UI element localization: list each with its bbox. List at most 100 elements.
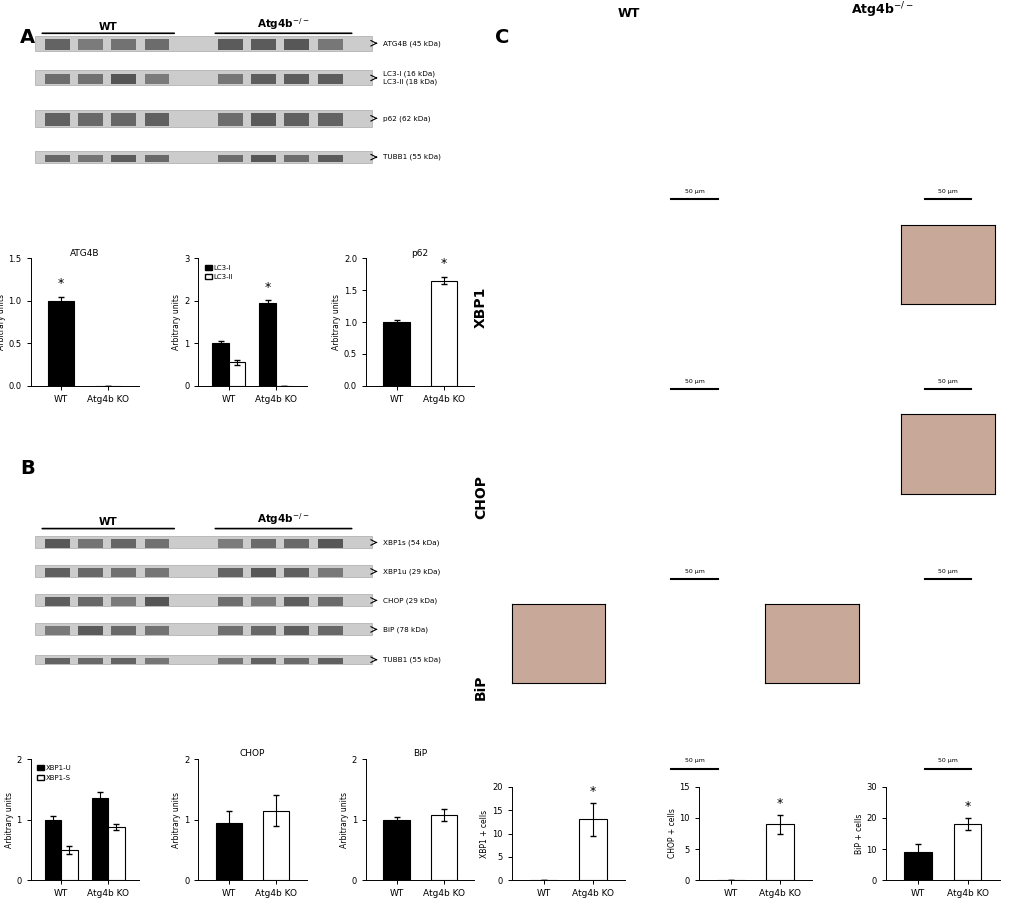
- Bar: [145, 597, 169, 605]
- Bar: [251, 569, 276, 577]
- Bar: [430, 281, 457, 386]
- Bar: [35, 36, 372, 50]
- Bar: [35, 624, 372, 635]
- Bar: [45, 114, 69, 126]
- Bar: [383, 322, 410, 386]
- Bar: [251, 539, 276, 547]
- Bar: [35, 151, 372, 163]
- Bar: [35, 110, 372, 127]
- Text: BiP: BiP: [474, 674, 488, 700]
- Text: C: C: [494, 28, 508, 47]
- Text: Atg4b$^{-/-}$: Atg4b$^{-/-}$: [257, 16, 310, 31]
- Y-axis label: Arbitrary units: Arbitrary units: [332, 294, 340, 350]
- Bar: [78, 155, 103, 162]
- Bar: [111, 539, 137, 547]
- Bar: [251, 73, 276, 84]
- Bar: [108, 827, 124, 880]
- Bar: [78, 114, 103, 126]
- Bar: [145, 626, 169, 635]
- Bar: [218, 597, 243, 605]
- Bar: [45, 569, 69, 577]
- Text: B: B: [20, 458, 35, 478]
- Title: BiP: BiP: [413, 749, 427, 758]
- Text: ATG4B (45 kDa): ATG4B (45 kDa): [383, 40, 440, 47]
- Bar: [251, 657, 276, 664]
- Bar: [383, 820, 410, 880]
- Y-axis label: Arbitrary units: Arbitrary units: [172, 294, 181, 350]
- Text: *: *: [963, 801, 970, 813]
- Bar: [317, 657, 342, 664]
- Legend: LC3-I, LC3-II: LC3-I, LC3-II: [202, 261, 235, 282]
- Text: 50 μm: 50 μm: [684, 189, 704, 194]
- Y-axis label: Arbitrary units: Arbitrary units: [0, 294, 6, 350]
- Bar: [317, 626, 342, 635]
- Bar: [765, 824, 793, 880]
- Bar: [45, 539, 69, 547]
- Bar: [284, 114, 309, 126]
- Bar: [317, 597, 342, 605]
- Text: LC3-I (16 kDa)
LC3-II (18 kDa): LC3-I (16 kDa) LC3-II (18 kDa): [383, 71, 437, 85]
- Bar: [218, 539, 243, 547]
- Bar: [212, 343, 228, 386]
- Text: *: *: [440, 258, 446, 271]
- Bar: [45, 73, 69, 84]
- Bar: [317, 114, 342, 126]
- Bar: [111, 155, 137, 162]
- Bar: [78, 626, 103, 635]
- Text: TUBB1 (55 kDa): TUBB1 (55 kDa): [383, 657, 441, 663]
- Bar: [284, 657, 309, 664]
- Bar: [35, 655, 372, 664]
- Y-axis label: BiP + cells: BiP + cells: [854, 813, 863, 854]
- Text: 50 μm: 50 μm: [937, 758, 957, 764]
- Text: WT: WT: [99, 517, 117, 527]
- Bar: [251, 155, 276, 162]
- Y-axis label: Arbitrary units: Arbitrary units: [4, 791, 13, 847]
- Bar: [284, 155, 309, 162]
- Bar: [45, 626, 69, 635]
- Y-axis label: Arbitrary units: Arbitrary units: [339, 791, 348, 847]
- Text: *: *: [776, 797, 783, 810]
- Bar: [78, 569, 103, 577]
- Text: 50 μm: 50 μm: [684, 758, 704, 764]
- Bar: [111, 626, 137, 635]
- Bar: [317, 39, 342, 50]
- Bar: [216, 823, 242, 880]
- Y-axis label: XBP1 + cells: XBP1 + cells: [480, 810, 489, 857]
- Text: CHOP: CHOP: [474, 475, 488, 519]
- Bar: [317, 155, 342, 162]
- Text: p62 (62 kDa): p62 (62 kDa): [383, 116, 430, 122]
- Bar: [317, 569, 342, 577]
- Bar: [48, 301, 74, 386]
- Bar: [111, 657, 137, 664]
- Text: WT: WT: [99, 22, 117, 31]
- Bar: [145, 569, 169, 577]
- Text: CHOP (29 kDa): CHOP (29 kDa): [383, 597, 437, 603]
- Bar: [317, 73, 342, 84]
- Title: p62: p62: [412, 249, 428, 258]
- Bar: [78, 657, 103, 664]
- Bar: [111, 597, 137, 605]
- Bar: [218, 114, 243, 126]
- Text: XBP1: XBP1: [474, 287, 488, 328]
- Bar: [145, 114, 169, 126]
- Text: *: *: [58, 277, 64, 290]
- Bar: [145, 657, 169, 664]
- Text: XBP1s (54 kDa): XBP1s (54 kDa): [383, 539, 439, 546]
- Bar: [904, 852, 931, 880]
- Text: 50 μm: 50 μm: [937, 569, 957, 574]
- Title: CHOP: CHOP: [239, 749, 265, 758]
- Bar: [251, 597, 276, 605]
- Bar: [111, 114, 137, 126]
- Bar: [284, 73, 309, 84]
- Bar: [111, 569, 137, 577]
- Y-axis label: Arbitrary units: Arbitrary units: [172, 791, 181, 847]
- Bar: [78, 39, 103, 50]
- Bar: [45, 820, 61, 880]
- Bar: [145, 155, 169, 162]
- Text: 50 μm: 50 μm: [684, 379, 704, 384]
- Bar: [284, 569, 309, 577]
- Bar: [35, 71, 372, 85]
- Bar: [251, 114, 276, 126]
- Bar: [953, 824, 980, 880]
- Title: ATG4B: ATG4B: [70, 249, 100, 258]
